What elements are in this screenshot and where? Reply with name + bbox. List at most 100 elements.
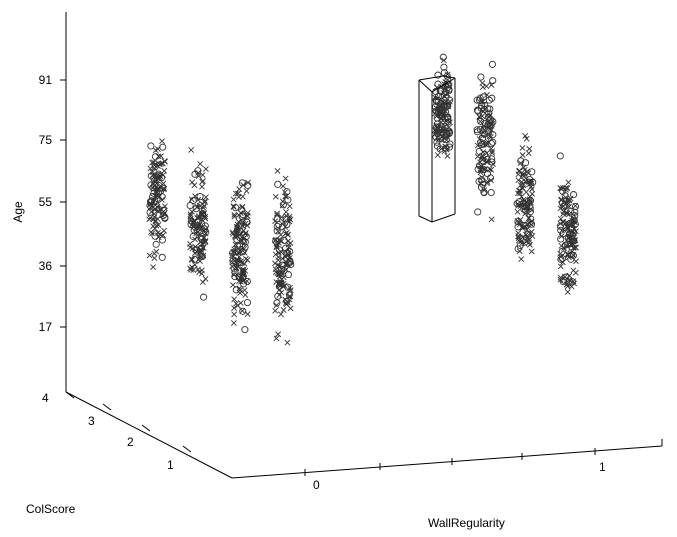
data-point-o <box>477 73 485 81</box>
data-point-o <box>196 245 204 253</box>
data-point-x <box>489 148 495 155</box>
data-point-o <box>286 257 294 265</box>
data-point-x <box>245 179 251 186</box>
data-point-x <box>244 209 251 216</box>
data-point-x <box>442 143 449 150</box>
data-point-o <box>480 166 488 174</box>
highlight-box <box>418 75 456 223</box>
data-point-x <box>477 162 484 169</box>
data-point-o <box>568 231 576 239</box>
data-point-o <box>151 197 159 205</box>
data-point-x <box>432 127 438 134</box>
data-point-x <box>517 182 524 188</box>
x-axis-line <box>231 445 663 479</box>
data-point-x <box>275 331 282 338</box>
data-point-o <box>189 232 197 240</box>
data-point-o <box>200 293 208 301</box>
data-point-x <box>199 211 206 218</box>
y-tick-label: 2 <box>127 435 134 449</box>
data-point-o <box>191 170 199 178</box>
data-point-x <box>158 153 164 160</box>
data-point-x <box>528 248 535 255</box>
data-point-x <box>570 267 577 274</box>
data-point-x <box>479 80 486 86</box>
data-point-x <box>274 210 280 217</box>
data-point-o <box>231 268 239 277</box>
data-point-x <box>560 211 566 217</box>
y-tick-label: 4 <box>42 391 49 405</box>
data-point-o <box>275 220 283 229</box>
data-point-x <box>523 231 529 238</box>
data-point-x <box>479 98 486 105</box>
data-point-x <box>188 222 195 229</box>
data-point-x <box>231 305 237 311</box>
data-point-x <box>153 248 160 255</box>
data-point-x <box>444 102 450 109</box>
data-point-o <box>273 222 281 230</box>
data-point-o <box>488 94 496 102</box>
data-point-x <box>199 279 206 286</box>
data-point-o <box>231 273 239 281</box>
data-point-o <box>488 155 496 163</box>
data-point-o <box>486 121 494 129</box>
data-point-o <box>571 212 579 220</box>
data-point-o <box>480 105 488 113</box>
data-point-x <box>192 236 199 243</box>
data-point-x <box>434 95 441 101</box>
data-point-x <box>481 122 487 129</box>
data-point-x <box>479 152 486 159</box>
data-point-o <box>483 155 491 163</box>
data-point-x <box>571 218 577 225</box>
data-point-x <box>230 320 237 327</box>
y-tick-mark <box>141 424 151 432</box>
data-point-o <box>186 201 194 210</box>
data-point-x <box>481 187 488 194</box>
data-point-o <box>147 198 155 206</box>
data-point-x <box>565 252 572 259</box>
data-point-x <box>192 243 199 250</box>
data-point-x <box>244 256 251 263</box>
data-point-x <box>200 204 207 211</box>
data-point-x <box>229 229 236 236</box>
data-point-x <box>150 264 157 271</box>
data-point-x <box>517 203 524 210</box>
data-point-x <box>479 113 486 120</box>
data-point-x <box>559 227 565 234</box>
data-point-o <box>520 236 528 244</box>
data-point-x <box>480 149 487 156</box>
data-point-o <box>192 246 201 254</box>
data-point-o <box>236 242 244 250</box>
data-point-x <box>236 287 243 294</box>
data-point-o <box>191 223 200 231</box>
data-point-x <box>483 140 490 146</box>
data-point-x <box>159 160 166 167</box>
data-point-x <box>240 270 247 277</box>
data-point-o <box>159 143 167 151</box>
data-point-x <box>272 307 279 314</box>
data-point-o <box>229 257 237 265</box>
data-point-x <box>437 106 444 113</box>
data-point-x <box>434 152 441 158</box>
data-point-x <box>190 267 197 273</box>
data-point-o <box>158 253 166 261</box>
data-point-x <box>558 233 565 240</box>
data-point-o <box>443 129 451 137</box>
data-point-x <box>274 212 280 219</box>
data-point-o <box>566 240 574 248</box>
data-point-x <box>280 307 287 313</box>
data-point-x <box>519 152 526 159</box>
data-point-x <box>565 179 572 186</box>
data-point-o <box>514 223 522 231</box>
data-point-x <box>483 132 489 139</box>
data-point-x <box>151 255 158 262</box>
data-point-o <box>274 292 282 300</box>
data-point-o <box>239 307 247 315</box>
data-point-o <box>239 248 247 256</box>
data-point-x <box>230 204 237 210</box>
data-point-o <box>158 236 166 244</box>
data-point-o <box>274 180 282 188</box>
data-point-o <box>517 157 525 165</box>
data-point-x <box>570 245 577 251</box>
data-point-x <box>229 263 235 270</box>
